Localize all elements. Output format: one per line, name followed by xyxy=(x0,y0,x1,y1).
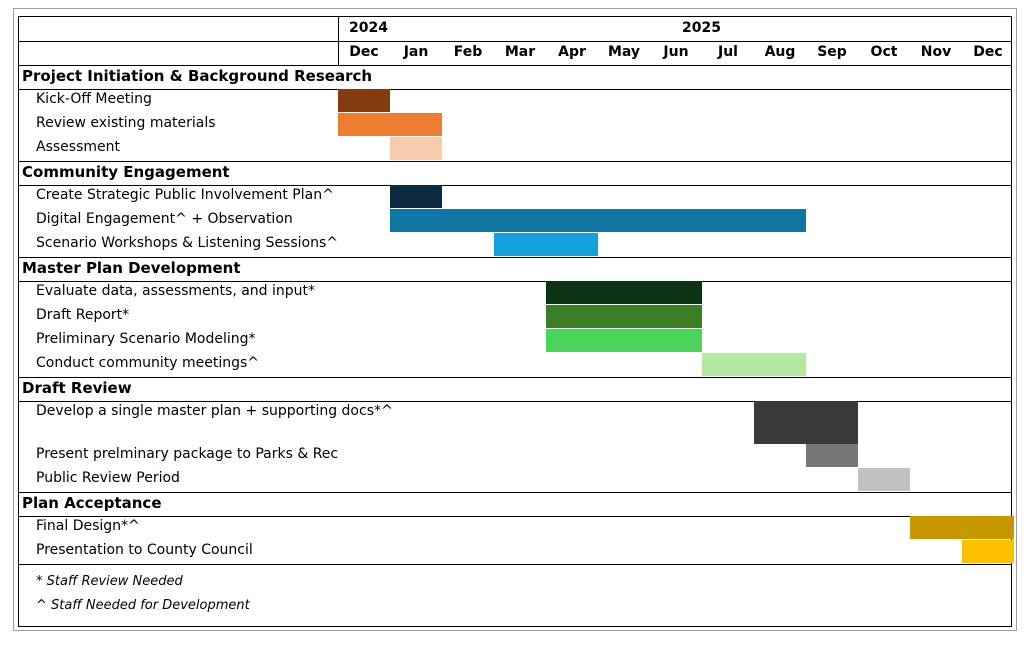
month-label: Mar xyxy=(504,44,536,60)
task-label: Review existing materials xyxy=(36,115,216,131)
gantt-bar xyxy=(338,89,390,112)
gantt-bar xyxy=(338,113,442,136)
task-label: Presentation to County Council xyxy=(36,542,253,558)
year-divider xyxy=(19,41,1011,42)
gantt-bar xyxy=(754,401,858,444)
gantt-bar xyxy=(390,185,442,208)
section-end-divider xyxy=(19,377,1011,378)
month-label: Jun xyxy=(663,44,689,60)
section-end-divider xyxy=(19,492,1011,493)
task-label: Present prelminary package to Parks & Re… xyxy=(36,446,339,462)
task-label: Evaluate data, assessments, and input* xyxy=(36,283,316,299)
month-label: Jul xyxy=(718,44,738,60)
section-heading: Master Plan Development xyxy=(22,259,241,277)
footnote: ^ Staff Needed for Development xyxy=(36,598,250,613)
section-heading: Draft Review xyxy=(22,379,132,397)
section-end-divider xyxy=(19,564,1011,565)
task-label: Assessment xyxy=(36,139,120,155)
task-label: Preliminary Scenario Modeling* xyxy=(36,331,256,347)
task-label: Kick-Off Meeting xyxy=(36,91,152,107)
month-label: May xyxy=(607,44,641,60)
section-divider xyxy=(19,401,1011,402)
gantt-bar xyxy=(494,233,598,256)
section-heading: Plan Acceptance xyxy=(22,494,162,512)
task-label: Final Design*^ xyxy=(36,518,140,534)
gantt-chart: 2024 2025 Dec Jan Feb Mar Apr May Jun Jul Aug Sep Oc… xyxy=(18,16,1014,627)
month-label: Apr xyxy=(558,44,586,60)
section-end-divider xyxy=(19,161,1011,162)
section-heading: Project Initiation & Background Research xyxy=(22,67,373,85)
gantt-bar xyxy=(910,516,1014,539)
task-label: Develop a single master plan + supportin… xyxy=(36,403,393,419)
section-divider xyxy=(19,281,1011,282)
gantt-bar xyxy=(806,444,858,467)
month-label: Feb xyxy=(453,44,483,60)
month-label: Aug xyxy=(764,44,796,60)
header-divider xyxy=(19,65,1011,66)
label-column-divider xyxy=(338,17,339,65)
year-label: 2024 xyxy=(349,20,388,36)
gantt-bar xyxy=(390,137,442,160)
task-label: Digital Engagement^ + Observation xyxy=(36,211,293,227)
task-label: Conduct community meetings^ xyxy=(36,355,260,371)
month-label: Nov xyxy=(920,44,952,60)
month-label: Dec xyxy=(973,44,1003,60)
gantt-bar xyxy=(546,281,702,304)
month-label: Dec xyxy=(349,44,379,60)
task-label: Create Strategic Public Involvement Plan… xyxy=(36,187,334,203)
gantt-bar xyxy=(962,540,1014,563)
month-label: Jan xyxy=(403,44,429,60)
task-label: Scenario Workshops & Listening Sessions^ xyxy=(36,235,338,251)
chart-frame xyxy=(13,8,1017,631)
task-label: Draft Report* xyxy=(36,307,130,323)
gantt-bar xyxy=(546,305,702,328)
section-heading: Community Engagement xyxy=(22,163,230,181)
gantt-bar xyxy=(546,329,702,352)
section-end-divider xyxy=(19,257,1011,258)
month-label: Sep xyxy=(817,44,847,60)
task-label: Public Review Period xyxy=(36,470,180,486)
gantt-bar xyxy=(858,468,910,491)
gantt-bar xyxy=(702,353,806,376)
gantt-bar xyxy=(390,209,806,232)
year-label: 2025 xyxy=(682,20,721,36)
section-divider xyxy=(19,516,1011,517)
month-label: Oct xyxy=(870,44,898,60)
section-divider xyxy=(19,89,1011,90)
section-divider xyxy=(19,185,1011,186)
footnote: * Staff Review Needed xyxy=(36,574,183,589)
